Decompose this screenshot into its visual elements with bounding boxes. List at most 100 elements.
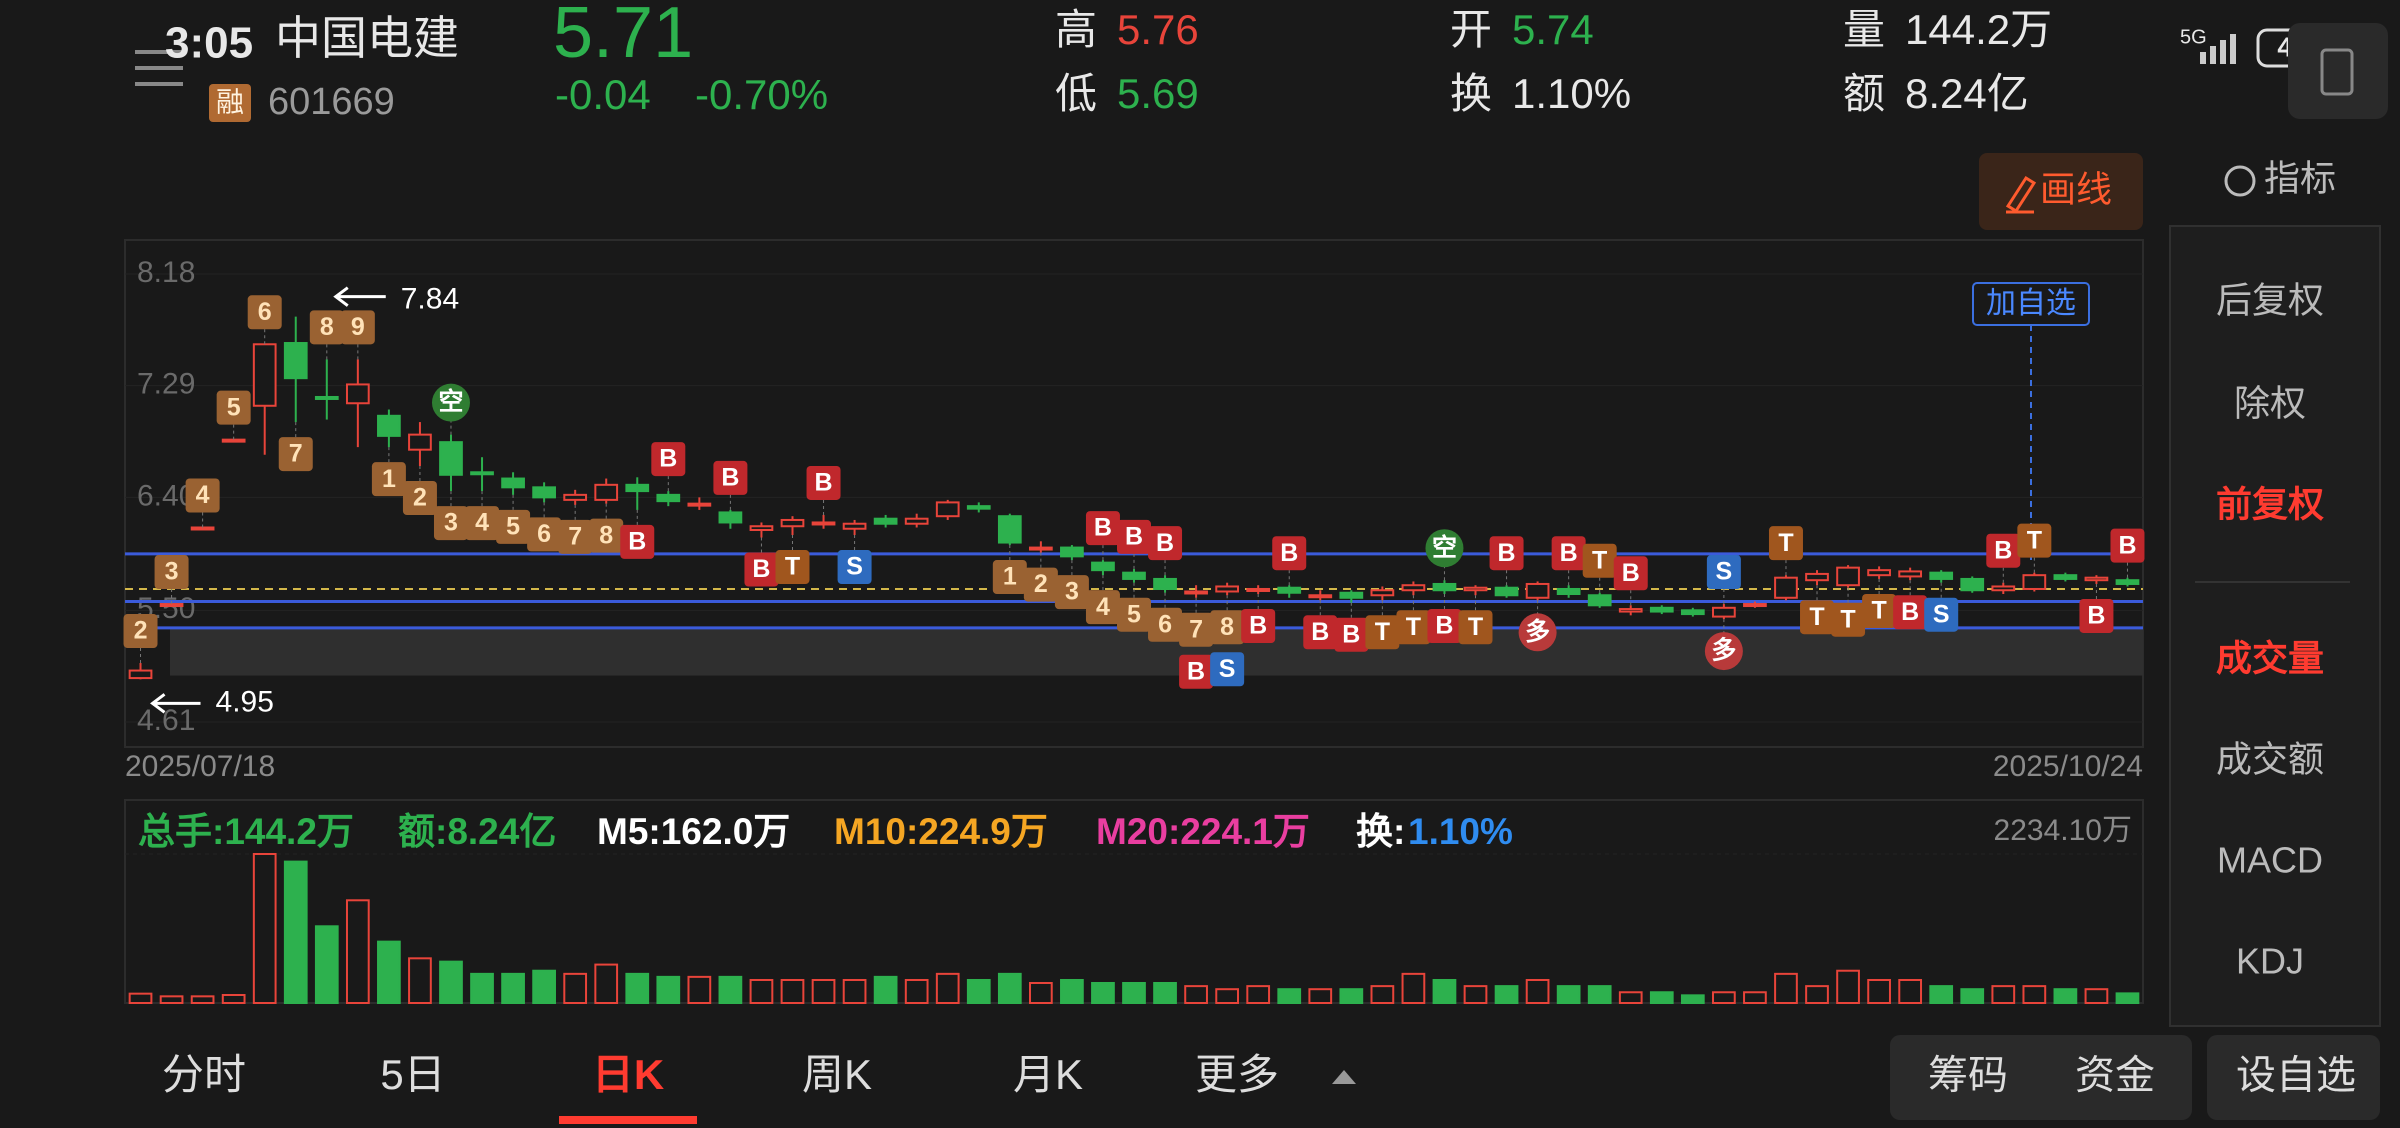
candle-body (252, 343, 277, 407)
signal-badge (2110, 528, 2145, 563)
volume-bar (408, 957, 432, 1005)
watch-button[interactable]: 设自选 (2236, 1054, 2356, 1098)
signal-label: T (2027, 526, 2042, 554)
stock-code: 601669 (268, 81, 395, 123)
candle-body (1525, 582, 1550, 599)
volume-bar (687, 975, 712, 1005)
signal-label: 6 (537, 520, 551, 548)
signal-badge (1706, 555, 1741, 590)
sidebar-item[interactable]: 后复权 (2216, 280, 2324, 321)
signal-badge (1179, 612, 1214, 647)
tab-group (1890, 1035, 2192, 1120)
sidebar-item[interactable]: 成交量 (2216, 638, 2324, 679)
signal-label: 5 (227, 393, 241, 421)
y-tick-label: 2234.10万 (1994, 814, 2132, 847)
sidebar-item[interactable]: 成交额 (2216, 739, 2324, 780)
signal-label: 多 (1711, 637, 1736, 665)
tab[interactable]: 更多 (1195, 1051, 1279, 1098)
signal-badge (1023, 567, 1058, 602)
signal-badge (402, 481, 437, 515)
volume-bar (718, 975, 743, 1005)
volume-bar (1587, 985, 1612, 1004)
signal-badge (1396, 610, 1431, 645)
signal-label: B (752, 555, 770, 583)
tab[interactable]: 5日 (380, 1051, 445, 1098)
change-pct: -0.70% (695, 71, 828, 118)
legend-item: M5:162.0万 (597, 811, 790, 852)
volume-bar (811, 978, 836, 1004)
candle-body (1028, 546, 1053, 551)
volume-bar (842, 978, 867, 1004)
candle-body (345, 383, 370, 405)
volume-bar (252, 853, 277, 1004)
signal-badge (1334, 617, 1369, 652)
candle-body (749, 525, 774, 531)
tab[interactable]: 筹码 (1928, 1054, 2008, 1098)
signal-badge (2017, 523, 2052, 558)
candle-body (314, 395, 339, 400)
signal-badge (558, 519, 593, 554)
legend-item: M10:224.9万 (834, 811, 1048, 852)
candle-body (1308, 594, 1333, 599)
tab-bar: 分时 5日 日K 周K 月K 更多 筹码 资金 (162, 1051, 2155, 1124)
sidebar-item[interactable]: 前复权 (2216, 484, 2324, 525)
signal-label: B (659, 445, 677, 473)
candle-body (1339, 591, 1364, 599)
signal-badge (1924, 597, 1959, 632)
sidebar-item[interactable]: MACD (2217, 840, 2323, 881)
signal-badge (1862, 593, 1897, 628)
indicator-button[interactable]: 指标 (2264, 158, 2336, 199)
candle-body (1743, 603, 1767, 608)
signal-badge (216, 390, 251, 425)
signal-label: 2 (134, 617, 148, 645)
rotate-button[interactable] (2288, 23, 2388, 119)
signal-label: T (1406, 613, 1421, 641)
stock-name: 中国电建 (275, 12, 459, 64)
signal-label: 8 (1220, 613, 1234, 641)
stat-value: 1.10% (1512, 70, 1631, 117)
volume-bar (873, 975, 898, 1005)
candle-body (1774, 576, 1798, 599)
hamburger-icon[interactable] (135, 50, 183, 86)
volume-bar (997, 972, 1022, 1004)
signal-badge (1582, 543, 1617, 578)
volume-bar (1712, 991, 1736, 1004)
stat-label: 换 (1450, 70, 1492, 117)
tab[interactable]: 资金 (2075, 1054, 2155, 1098)
volume-bar (594, 963, 619, 1005)
signal-badge (309, 310, 344, 345)
candle-body (1556, 587, 1581, 596)
candle-body (2084, 576, 2109, 582)
volume-bar (1401, 972, 1426, 1004)
volume-bar (1774, 972, 1798, 1004)
signal-badge (1831, 602, 1866, 637)
signal-label: B (721, 464, 739, 492)
candle-body (1960, 577, 1985, 592)
candle-body (687, 502, 712, 507)
tab[interactable]: 周K (802, 1051, 872, 1098)
volume-bar (1184, 985, 1208, 1004)
volume-bar (314, 925, 339, 1004)
callout-label[interactable]: 加自选 (1986, 287, 2076, 320)
sidebar-item[interactable]: 除权 (2234, 383, 2306, 424)
candle-body (1649, 606, 1674, 613)
volume-bar (1246, 985, 1271, 1004)
legend-item: M20:224.1万 (1096, 811, 1310, 852)
volume-bar (2053, 988, 2078, 1005)
signal-label: 7 (568, 523, 582, 551)
tab[interactable]: 日K (592, 1051, 664, 1098)
signal-label: B (1187, 657, 1205, 685)
candle-body (1122, 571, 1146, 580)
volume-bar (1991, 985, 2016, 1004)
tab[interactable]: 月K (1013, 1051, 1083, 1098)
signal-label: 空 (438, 387, 463, 416)
callout-box (1972, 282, 2090, 326)
candle-body (2115, 579, 2140, 585)
low-arrow (150, 693, 201, 714)
signal-badge (465, 506, 500, 541)
volume-bar (1122, 981, 1146, 1004)
tab[interactable]: 分时 (162, 1051, 246, 1098)
candle-body (1805, 572, 1829, 582)
sidebar-item[interactable]: KDJ (2236, 941, 2304, 982)
